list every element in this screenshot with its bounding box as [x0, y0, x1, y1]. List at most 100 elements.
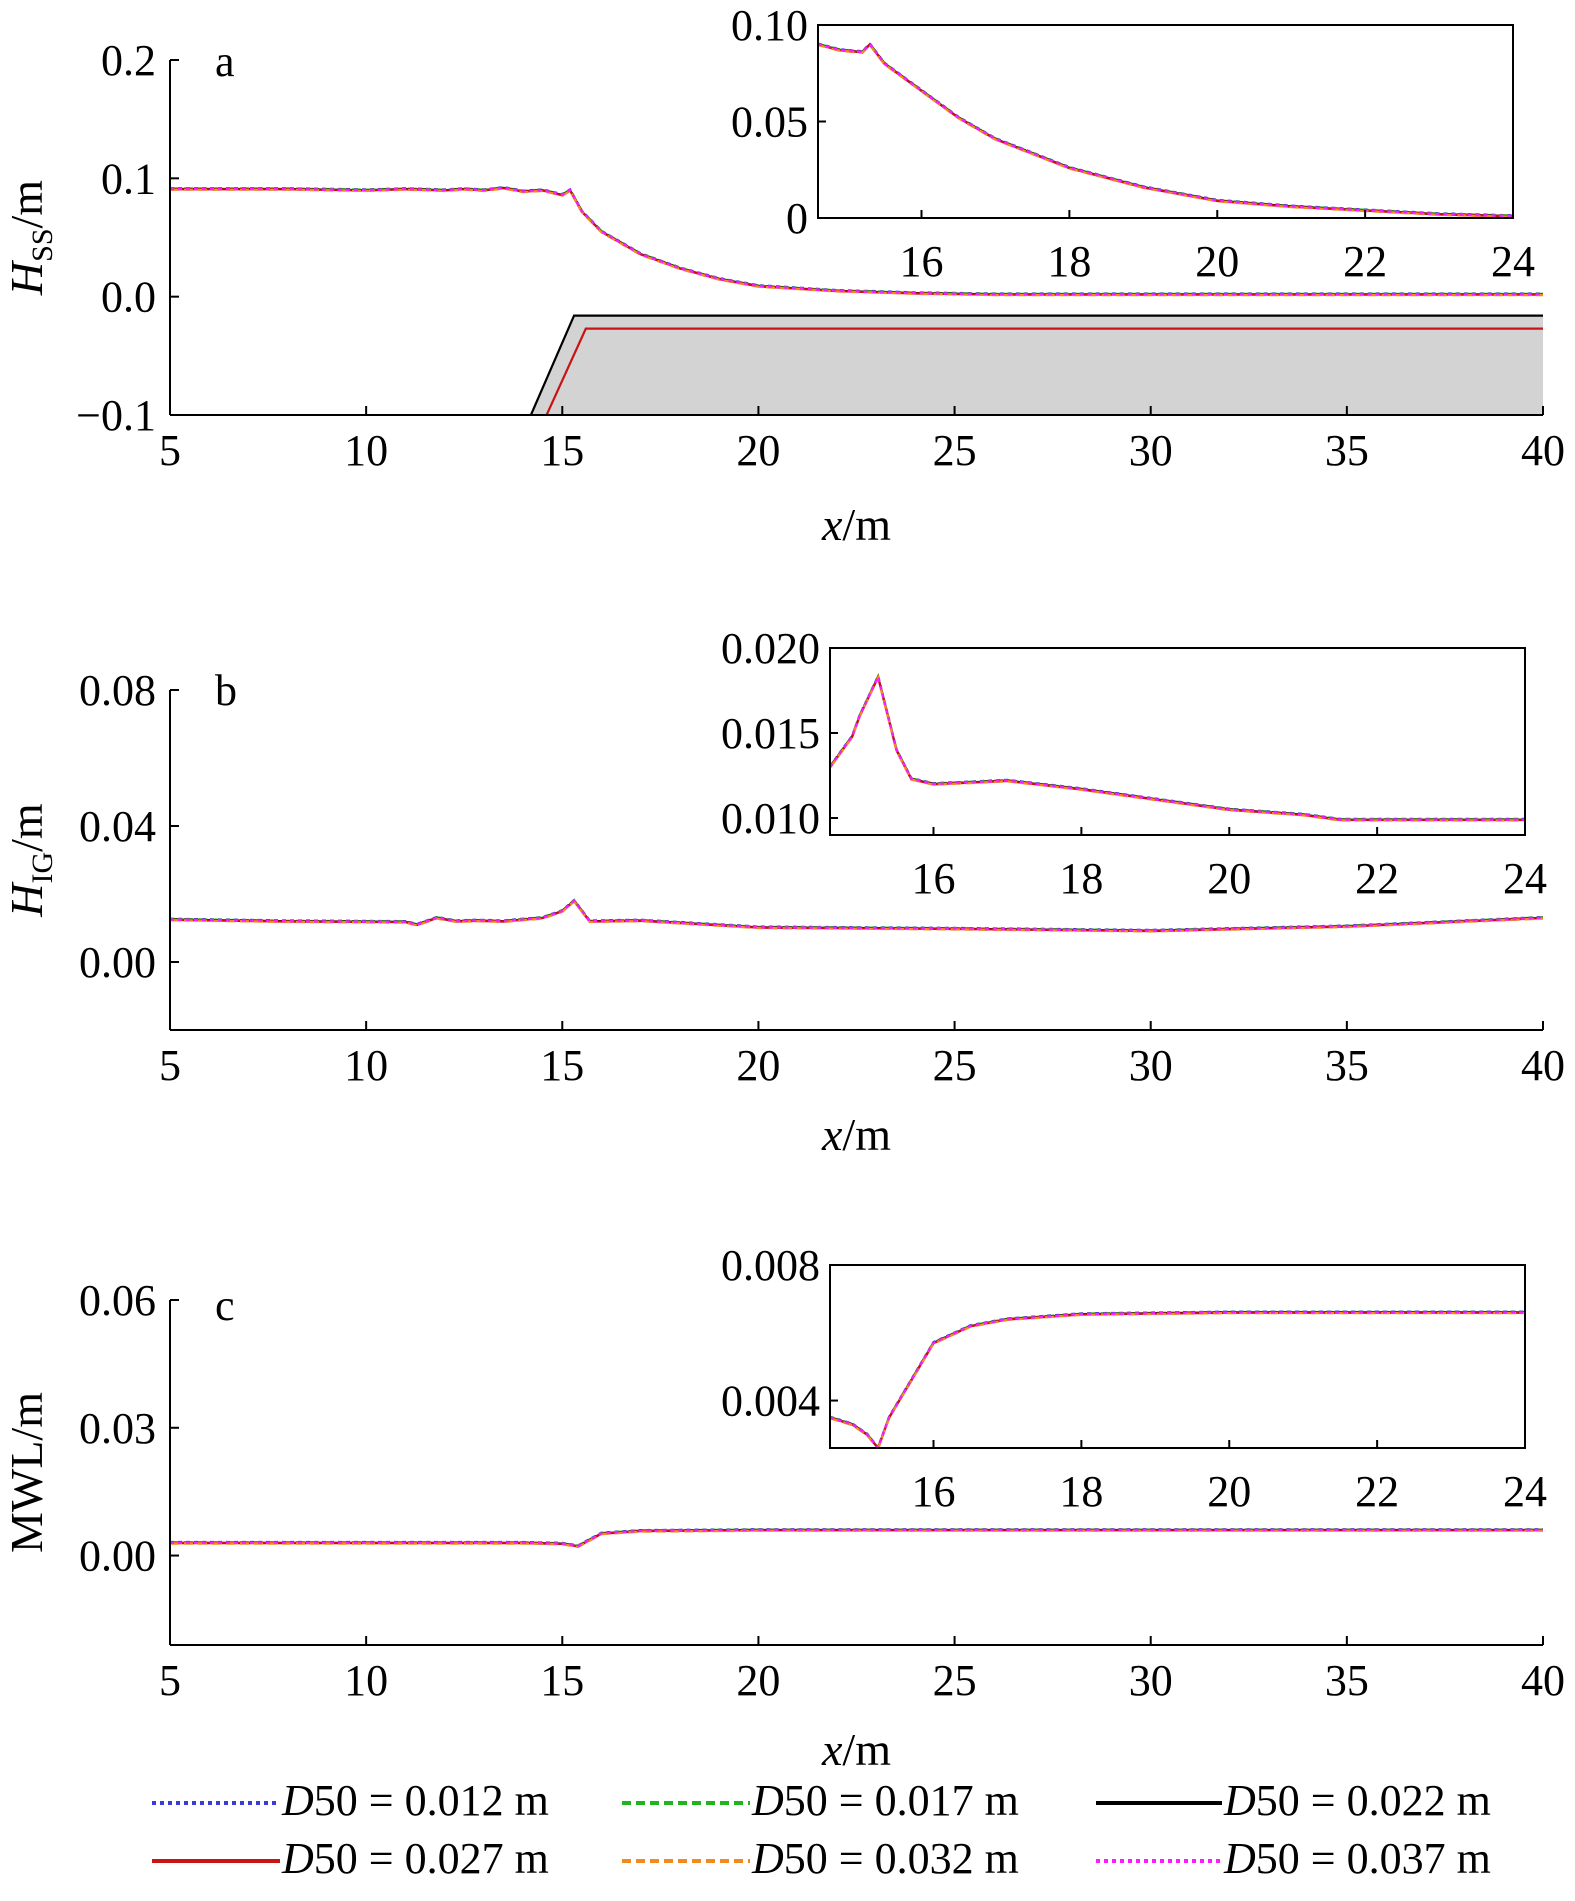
inset-x-tick-label: 20: [1195, 237, 1239, 286]
series-s037: [170, 186, 1543, 296]
x-tick-label: 35: [1325, 1041, 1369, 1090]
x-axis-label-var: x: [821, 499, 843, 550]
inset-x-tick-label: 20: [1207, 1467, 1251, 1516]
legend-label-var: D: [751, 1776, 784, 1825]
x-tick-label: 25: [933, 426, 977, 475]
x-tick-label: 20: [736, 426, 780, 475]
x-tick-label: 30: [1129, 426, 1173, 475]
x-tick-label: 15: [540, 1656, 584, 1705]
series-s037: [170, 899, 1543, 932]
x-tick-label: 40: [1521, 1041, 1565, 1090]
inset-y-tick-label: 0.008: [721, 1241, 820, 1290]
inset-x-tick-label: 16: [912, 854, 956, 903]
legend-label-rest: 50 = 0.022 m: [1256, 1776, 1491, 1825]
x-tick-label: 10: [344, 1041, 388, 1090]
x-tick-label: 35: [1325, 426, 1369, 475]
legend-label-s037: D50 = 0.037 m: [1223, 1834, 1491, 1883]
legend-label-s012: D50 = 0.012 m: [281, 1776, 549, 1825]
y-axis-label-sub: IG: [26, 852, 59, 884]
y-axis-label-main: H: [1, 881, 52, 918]
inset-x-tick-label: 24: [1491, 237, 1535, 286]
y-axis-label-unit: /m: [1, 803, 52, 852]
x-tick-label: 5: [159, 1041, 181, 1090]
inset-x-tick-label: 24: [1503, 854, 1547, 903]
legend: D50 = 0.012 m D50 = 0.017 m D50 = 0.022 mD…: [152, 1776, 1491, 1883]
x-axis-label-unit: /m: [842, 1109, 891, 1160]
x-axis-label-unit: /m: [842, 1724, 891, 1775]
inset-x-tick-label: 22: [1355, 1467, 1399, 1516]
x-axis-label: x/m: [821, 499, 891, 550]
x-tick-label: 35: [1325, 1656, 1369, 1705]
inset-c: 16 18 20 22 24 0.004 0.008: [721, 1241, 1547, 1516]
y-axis-label-unit: /m: [1, 1392, 52, 1441]
bed-line-red: [545, 327, 1543, 415]
inset-x-tick-label: 20: [1207, 854, 1251, 903]
legend-label-var: D: [281, 1834, 314, 1883]
inset-x-tick-label: 22: [1355, 854, 1399, 903]
x-tick-label: 15: [540, 426, 584, 475]
x-axis-label-var: x: [821, 1724, 843, 1775]
inset-x-tick-label: 16: [900, 237, 944, 286]
x-tick-label: 20: [736, 1041, 780, 1090]
inset-frame: [829, 1264, 1526, 1449]
x-axis-label: x/m: [821, 1724, 891, 1775]
x-tick-label: 25: [933, 1041, 977, 1090]
legend-label-rest: 50 = 0.012 m: [314, 1776, 549, 1825]
x-tick-label: 10: [344, 426, 388, 475]
y-axis-label-unit: /m: [1, 180, 52, 229]
inset-background: [830, 1265, 1525, 1448]
inset-x-tick-label: 24: [1503, 1467, 1547, 1516]
inset-series-s037: [830, 673, 1525, 821]
y-tick-label: −0.1: [76, 391, 156, 440]
inset-frame: [829, 647, 1526, 836]
legend-label-s022: D50 = 0.022 m: [1223, 1776, 1491, 1825]
x-tick-label: 40: [1521, 1656, 1565, 1705]
series-s032: [170, 1529, 1543, 1549]
y-axis-label: HSS/m: [1, 180, 59, 296]
legend-label-var: D: [751, 1834, 784, 1883]
legend-label-s017: D50 = 0.017 m: [751, 1776, 1019, 1825]
inset-x-tick-label: 18: [1059, 854, 1103, 903]
y-tick-label: 0.0: [101, 273, 156, 322]
y-tick-label: 0.08: [79, 666, 156, 715]
legend-label-s027: D50 = 0.027 m: [281, 1834, 549, 1883]
inset-b: 16 18 20 22 24 0.010 0.015 0.020: [721, 624, 1547, 903]
x-tick-label: 30: [1129, 1041, 1173, 1090]
y-tick-label: 0.06: [79, 1276, 156, 1325]
inset-x-tick-label: 18: [1059, 1467, 1103, 1516]
panel-label: a: [215, 37, 235, 86]
inset-x-tick-label: 16: [912, 1467, 956, 1516]
y-axis-label-main: MWL: [1, 1441, 52, 1553]
y-axis-label: MWL/m: [1, 1392, 52, 1553]
legend-label-s032: D50 = 0.032 m: [751, 1834, 1019, 1883]
inset-y-tick-label: 0.020: [721, 624, 820, 673]
inset-y-tick-label: 0: [786, 194, 808, 243]
x-axis-label: x/m: [821, 1109, 891, 1160]
inset-series-s037: [830, 1311, 1525, 1448]
panel-label: b: [215, 666, 237, 715]
y-axis-label-sub: SS: [26, 228, 59, 261]
legend-label-rest: 50 = 0.017 m: [784, 1776, 1019, 1825]
x-tick-label: 5: [159, 1656, 181, 1705]
legend-label-rest: 50 = 0.027 m: [314, 1834, 549, 1883]
inset-y-tick-label: 0.015: [721, 709, 820, 758]
legend-label-var: D: [1223, 1834, 1256, 1883]
bed-fill: [530, 315, 1543, 415]
x-axis-label-var: x: [821, 1109, 843, 1160]
inset-x-tick-label: 22: [1343, 237, 1387, 286]
y-axis-label: HIG/m: [1, 803, 59, 918]
inset-y-tick-label: 0.010: [721, 794, 820, 843]
inset-y-tick-label: 0.004: [721, 1377, 820, 1426]
x-tick-label: 5: [159, 426, 181, 475]
series-s037: [170, 1528, 1543, 1548]
inset-y-tick-label: 0.05: [731, 98, 808, 147]
inset-y-tick-label: 0.10: [731, 1, 808, 50]
inset-background: [818, 25, 1513, 218]
series-s027: [170, 1529, 1543, 1548]
x-axis-label-unit: /m: [842, 499, 891, 550]
panel-label: c: [215, 1281, 235, 1330]
